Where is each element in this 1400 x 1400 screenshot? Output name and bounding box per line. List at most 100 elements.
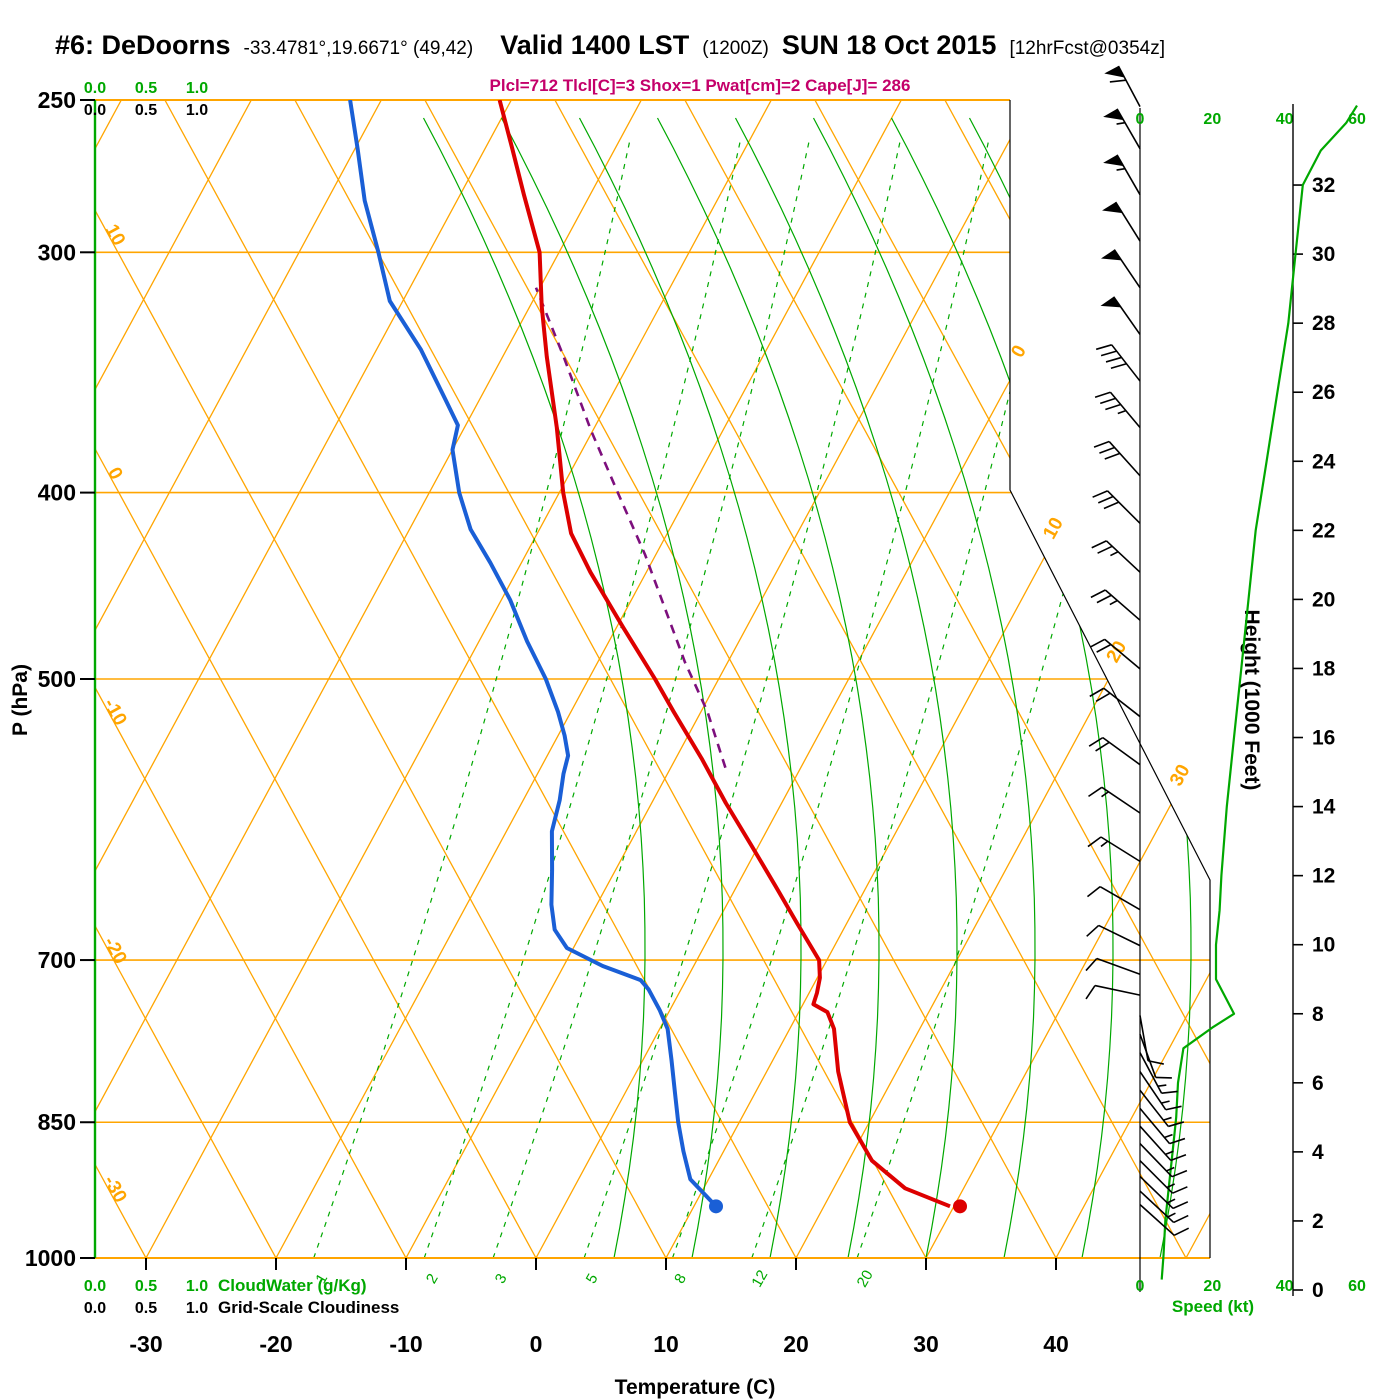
svg-text:20: 20 <box>1203 1278 1221 1295</box>
station-coords: -33.4781°,19.6671° (49,42) <box>243 38 474 59</box>
mixing-ratio-label: 12 <box>748 1267 771 1290</box>
isotherm-line <box>1055 100 1210 1258</box>
dry-adiabat-label: -10 <box>99 695 131 729</box>
moist-adiabat-line <box>578 117 802 1258</box>
svg-text:1.0: 1.0 <box>186 1278 208 1295</box>
svg-text:60: 60 <box>1348 1278 1366 1295</box>
svg-text:-30: -30 <box>129 1331 162 1357</box>
svg-text:0.0: 0.0 <box>84 102 106 119</box>
svg-text:28: 28 <box>1312 312 1336 335</box>
sounding-parameters: Plcl=712 Tlcl[C]=3 Shox=1 Pwat[cm]=2 Cap… <box>489 76 911 95</box>
svg-text:0.5: 0.5 <box>135 102 157 119</box>
wind-barbs <box>1085 65 1190 1237</box>
svg-text:0: 0 <box>1136 111 1145 128</box>
svg-text:32: 32 <box>1312 174 1335 197</box>
svg-text:0.0: 0.0 <box>84 1278 106 1295</box>
dry-adiabat-label: 0 <box>103 464 126 483</box>
chart-title: #6: DeDoorns -33.4781°,19.6671° (49,42) … <box>55 30 1165 61</box>
svg-text:250: 250 <box>38 87 76 113</box>
station-title: #6: DeDoorns <box>55 30 231 60</box>
mixing-ratio-line <box>671 137 990 1258</box>
svg-text:300: 300 <box>38 239 76 265</box>
svg-text:1.0: 1.0 <box>186 80 208 97</box>
svg-text:26: 26 <box>1312 381 1335 404</box>
svg-text:2: 2 <box>1312 1210 1324 1233</box>
svg-text:1000: 1000 <box>25 1245 76 1271</box>
mixing-ratio-label: 8 <box>671 1271 690 1287</box>
svg-text:20: 20 <box>1203 111 1221 128</box>
svg-text:0: 0 <box>530 1331 543 1357</box>
svg-text:400: 400 <box>38 480 76 506</box>
temperature-axis-title: Temperature (C) <box>615 1376 776 1399</box>
isotherm-line <box>95 100 252 1258</box>
temperature-trace <box>497 100 951 1209</box>
mixing-ratio-line <box>583 137 902 1258</box>
cloudwater-label: CloudWater (g/Kg) <box>218 1276 367 1295</box>
sounding-traces <box>348 100 951 1209</box>
svg-text:850: 850 <box>38 1109 76 1135</box>
mixing-ratio-label: 2 <box>423 1271 442 1287</box>
moist-adiabat-line <box>812 117 1036 1258</box>
isotherm-label: 0 <box>1007 342 1030 361</box>
svg-text:10: 10 <box>1312 934 1335 957</box>
svg-text:700: 700 <box>38 947 76 973</box>
svg-text:40: 40 <box>1276 111 1294 128</box>
svg-text:20: 20 <box>783 1331 809 1357</box>
dry-adiabat-line <box>95 100 277 1258</box>
moist-adiabat-line <box>890 117 1114 1258</box>
isotherm-label: 30 <box>1166 761 1195 790</box>
mixing-ratio-label: 5 <box>583 1271 602 1287</box>
dry-adiabat-line <box>95 100 407 1258</box>
svg-text:18: 18 <box>1312 657 1336 680</box>
dewpoint-trace <box>348 100 718 1208</box>
svg-text:0.5: 0.5 <box>135 1278 157 1295</box>
svg-text:10: 10 <box>653 1331 679 1357</box>
valid-date: SUN 18 Oct 2015 <box>781 30 997 60</box>
svg-text:8: 8 <box>1312 1003 1324 1026</box>
mixing-ratio-line <box>492 137 811 1258</box>
svg-text:14: 14 <box>1312 796 1336 819</box>
parcel-path <box>534 287 727 769</box>
svg-text:0.5: 0.5 <box>135 80 157 97</box>
mixing-ratio-line <box>856 137 1175 1258</box>
svg-text:20: 20 <box>1312 588 1335 611</box>
mixing-ratio-line <box>313 137 631 1258</box>
moist-adiabat-line <box>656 117 880 1258</box>
svg-text:24: 24 <box>1312 450 1336 473</box>
svg-text:6: 6 <box>1312 1072 1324 1095</box>
mixing-ratio-label: 20 <box>854 1267 877 1290</box>
svg-text:22: 22 <box>1312 519 1335 542</box>
forecast-tag: [12hrFcst@0354z] <box>1009 38 1165 59</box>
svg-text:4: 4 <box>1312 1141 1324 1164</box>
svg-text:500: 500 <box>38 666 76 692</box>
speed-axis-title: Speed (kt) <box>1172 1297 1254 1316</box>
dry-adiabat-label: -30 <box>99 1172 131 1206</box>
cloud-scales: 0.0 0.0 0.0 0.0 0.5 0.5 0.5 0.5 1.0 1.0 1.0 1.0 Clou… <box>84 80 400 1317</box>
pressure-axis-title: P (hPa) <box>9 664 32 736</box>
svg-text:30: 30 <box>913 1331 939 1357</box>
surface-dewpoint-dot <box>709 1199 724 1214</box>
mixing-ratio-line <box>423 137 742 1258</box>
moist-adiabat-line <box>422 117 646 1258</box>
svg-text:40: 40 <box>1276 1278 1294 1295</box>
svg-text:16: 16 <box>1312 727 1335 750</box>
wind-speed-profile <box>1160 105 1358 1280</box>
valid-z: (1200Z) <box>702 38 769 59</box>
svg-text:40: 40 <box>1043 1331 1069 1357</box>
svg-text:0.0: 0.0 <box>84 1300 106 1317</box>
svg-text:1.0: 1.0 <box>186 1300 208 1317</box>
svg-text:0.0: 0.0 <box>84 80 106 97</box>
svg-text:60: 60 <box>1348 111 1366 128</box>
moist-adiabat-line <box>500 117 724 1258</box>
cloudiness-label: Grid-Scale Cloudiness <box>218 1298 399 1317</box>
svg-text:0: 0 <box>1136 1278 1145 1295</box>
isotherm-label: 10 <box>1039 514 1068 543</box>
svg-text:0: 0 <box>1312 1279 1324 1302</box>
svg-text:12: 12 <box>1312 865 1335 888</box>
svg-text:-10: -10 <box>389 1331 422 1357</box>
skewt-grid <box>95 100 1210 1258</box>
